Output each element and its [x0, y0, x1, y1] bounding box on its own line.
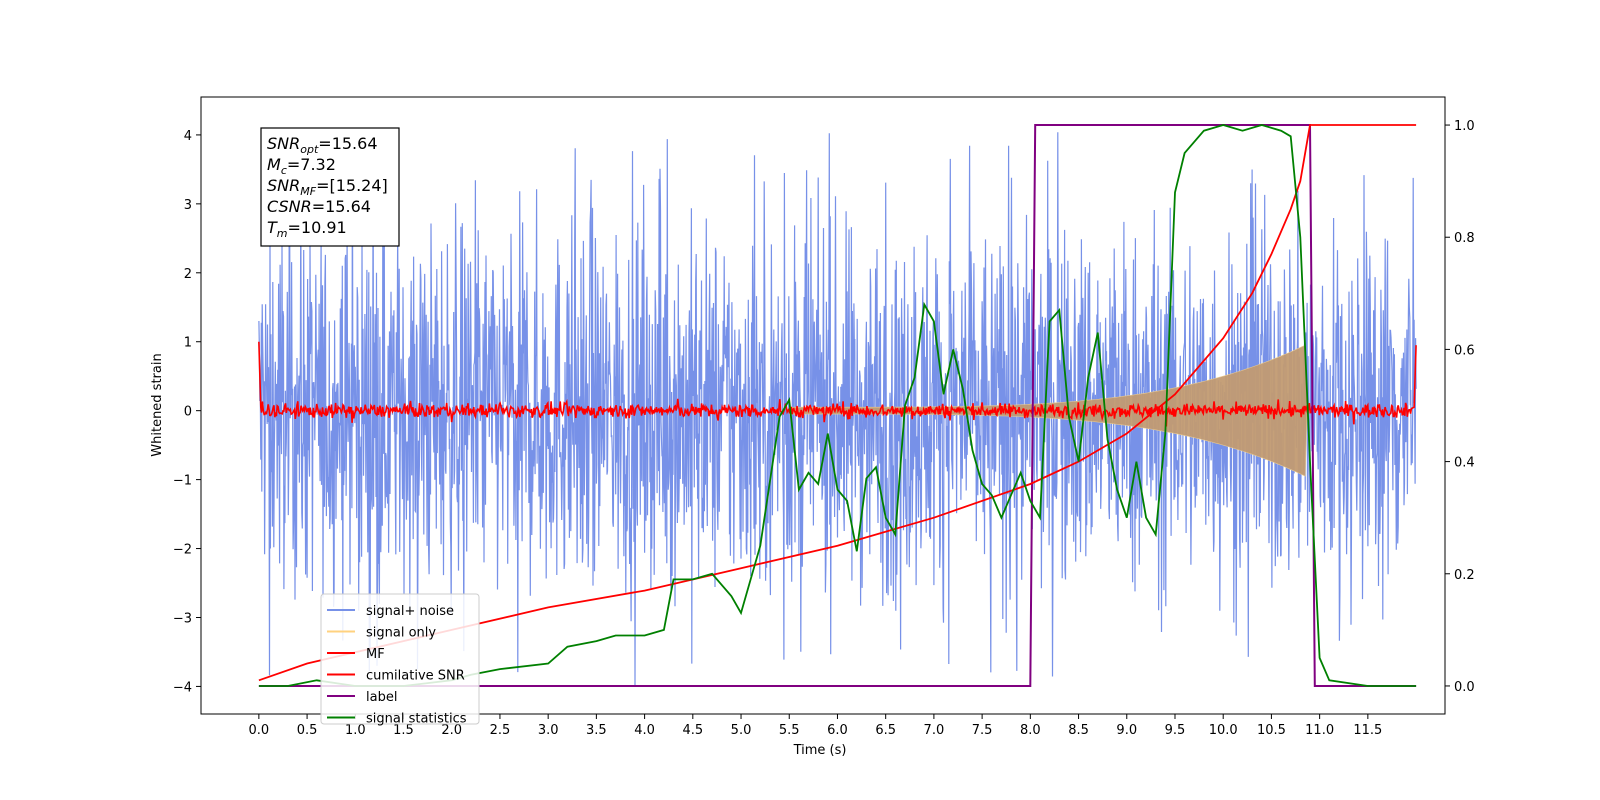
x-tick-label: 6.5 — [875, 723, 896, 738]
x-tick-label: 11.0 — [1305, 723, 1334, 738]
info-mc: Mc=7.32 — [267, 155, 336, 177]
legend-label: signal only — [366, 626, 436, 641]
y-tick-label-right: 0.8 — [1454, 231, 1475, 246]
x-tick-label: 2.5 — [490, 723, 511, 738]
y-tick-label-left: −2 — [173, 543, 192, 558]
y-tick-label-left: 1 — [184, 336, 192, 351]
series-mf — [258, 341, 1417, 427]
series-signal-statistics — [258, 124, 1417, 687]
y-axis-right: 1.0 0.8 0.6 0.4 0.2 0.0 — [1445, 119, 1475, 695]
legend-label: cumilative SNR — [366, 669, 465, 684]
x-tick-label: 3.5 — [586, 723, 607, 738]
x-axis-title: Time (s) — [793, 743, 847, 758]
x-tick-label: 1.0 — [345, 723, 366, 738]
legend-label: signal+ noise — [366, 604, 454, 619]
y-tick-label-left: −4 — [173, 680, 192, 695]
info-box-frame — [260, 127, 400, 247]
y-tick-label-right: 1.0 — [1454, 119, 1475, 134]
y-axis-title: Whitened strain — [150, 353, 165, 456]
y-tick-label-left: 3 — [184, 198, 192, 213]
legend-label: MF — [366, 647, 385, 662]
info-tm: Tm=10.91 — [267, 218, 347, 240]
axes-frame — [200, 96, 1446, 715]
x-tick-label: 5.5 — [779, 723, 800, 738]
x-tick-label: 2.0 — [441, 723, 462, 738]
series-cumilative-snr — [258, 124, 1417, 682]
x-tick-label: 4.0 — [634, 723, 655, 738]
x-tick-label: 4.5 — [682, 723, 703, 738]
series-label — [258, 124, 1417, 687]
x-tick-label: 1.5 — [393, 723, 414, 738]
x-tick-label: 0.0 — [249, 723, 270, 738]
y-tick-label-right: 0.4 — [1454, 456, 1475, 471]
y-tick-label-right: 0.2 — [1454, 568, 1475, 583]
info-csnr: CSNR=15.64 — [267, 197, 371, 216]
y-tick-label-right: 0.0 — [1454, 680, 1475, 695]
x-tick-label: 3.0 — [538, 723, 559, 738]
x-tick-label: 8.5 — [1068, 723, 1089, 738]
x-tick-label: 9.5 — [1165, 723, 1186, 738]
x-tick-label: 11.5 — [1353, 723, 1382, 738]
legend: signal+ noise signal only MF cumilative SNR… — [320, 593, 480, 727]
y-tick-label-left: 0 — [184, 405, 192, 420]
x-tick-label: 0.5 — [297, 723, 318, 738]
legend-label: signal statistics — [366, 712, 467, 727]
x-tick-label: 8.0 — [1020, 723, 1041, 738]
info-snr-opt: SNRopt=15.64 — [267, 134, 378, 156]
legend-label: label — [366, 690, 397, 705]
x-tick-label: 10.0 — [1209, 723, 1238, 738]
x-tick-label: 7.5 — [972, 723, 993, 738]
x-tick-label: 5.0 — [731, 723, 752, 738]
plot-area — [258, 124, 1417, 687]
x-axis: 0.0 0.5 1.0 1.5 2.0 2.5 3.0 3.5 4.0 4.5 5.0 5.5 6.0 6… — [249, 714, 1382, 738]
y-tick-label-left: 2 — [184, 267, 192, 282]
info-box: SNRopt=15.64 Mc=7.32 SNRMF=[15.24] CSNR=… — [260, 127, 400, 247]
y-tick-label-left: −1 — [173, 474, 192, 489]
legend-frame — [320, 593, 480, 725]
x-tick-label: 7.0 — [924, 723, 945, 738]
y-tick-label-left: 4 — [184, 129, 192, 144]
info-snr-mf: SNRMF=[15.24] — [267, 176, 388, 198]
y-tick-label-right: 0.6 — [1454, 343, 1475, 358]
x-tick-label: 6.0 — [827, 723, 848, 738]
x-tick-label: 9.0 — [1116, 723, 1137, 738]
y-tick-label-left: −3 — [173, 611, 192, 626]
x-tick-label: 10.5 — [1257, 723, 1286, 738]
y-axis-left: 4 3 2 1 0 −1 −2 −3 −4 — [173, 129, 201, 695]
